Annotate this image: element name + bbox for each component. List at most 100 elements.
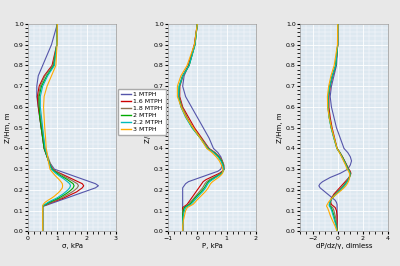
1 MTPH xyxy=(70,194,74,198)
2.2 MTPH xyxy=(180,230,185,233)
Line: 1.8 MTPH: 1.8 MTPH xyxy=(38,24,78,231)
3 MTPH xyxy=(40,219,45,223)
Legend: 1 MTPH, 1.6 MTPH, 1.8 MTPH, 2 MTPH, 2.2 MTPH, 3 MTPH: 1 MTPH, 1.6 MTPH, 1.8 MTPH, 2 MTPH, 2.2 … xyxy=(118,89,166,135)
1.8 MTPH xyxy=(46,155,50,158)
3 MTPH xyxy=(180,230,185,233)
1.6 MTPH xyxy=(328,199,333,202)
1.6 MTPH xyxy=(180,209,185,212)
2.2 MTPH xyxy=(190,201,195,204)
2 MTPH xyxy=(221,163,226,167)
1.6 MTPH xyxy=(67,176,72,179)
3 MTPH xyxy=(40,214,45,218)
2 MTPH xyxy=(202,186,207,189)
3 MTPH xyxy=(49,170,54,173)
1.6 MTPH xyxy=(332,136,337,140)
1.8 MTPH xyxy=(40,230,45,233)
3 MTPH xyxy=(347,178,352,181)
1 MTPH xyxy=(334,64,339,67)
1 MTPH xyxy=(328,95,332,98)
Line: 1.6 MTPH: 1.6 MTPH xyxy=(180,24,224,231)
1 MTPH xyxy=(323,190,328,194)
1 MTPH xyxy=(318,182,322,185)
1.6 MTPH xyxy=(40,219,45,223)
2.2 MTPH xyxy=(210,178,215,181)
2 MTPH xyxy=(328,205,332,208)
1 MTPH xyxy=(46,159,51,163)
1.6 MTPH xyxy=(40,214,45,218)
1.6 MTPH xyxy=(46,159,51,163)
2 MTPH xyxy=(198,190,203,194)
1.6 MTPH xyxy=(185,203,190,206)
1.6 MTPH xyxy=(326,95,331,98)
1.6 MTPH xyxy=(343,180,348,183)
1 MTPH xyxy=(348,163,353,167)
2 MTPH xyxy=(187,64,192,67)
2.2 MTPH xyxy=(181,214,186,218)
3 MTPH xyxy=(184,116,188,119)
1 MTPH xyxy=(338,172,343,175)
2 MTPH xyxy=(37,116,42,119)
1.8 MTPH xyxy=(330,74,335,77)
2.2 MTPH xyxy=(47,163,52,167)
1 MTPH xyxy=(40,214,45,218)
Line: 2.2 MTPH: 2.2 MTPH xyxy=(328,24,350,231)
1.8 MTPH xyxy=(72,188,77,192)
3 MTPH xyxy=(42,95,46,98)
2.2 MTPH xyxy=(333,64,338,67)
2 MTPH xyxy=(333,219,338,223)
2 MTPH xyxy=(56,197,61,200)
1.6 MTPH xyxy=(192,126,197,129)
3 MTPH xyxy=(325,203,330,206)
1 MTPH xyxy=(333,199,338,202)
2.2 MTPH xyxy=(211,151,216,154)
1.8 MTPH xyxy=(326,105,331,109)
1.6 MTPH xyxy=(342,159,347,163)
1.8 MTPH xyxy=(330,206,335,209)
2 MTPH xyxy=(327,85,332,88)
1.6 MTPH xyxy=(54,170,58,173)
3 MTPH xyxy=(46,159,51,163)
1.6 MTPH xyxy=(335,214,340,218)
1.6 MTPH xyxy=(195,22,200,26)
1.8 MTPH xyxy=(181,74,186,77)
3 MTPH xyxy=(192,201,197,204)
3 MTPH xyxy=(324,204,329,207)
1 MTPH xyxy=(70,174,74,177)
1 MTPH xyxy=(211,147,216,150)
1 MTPH xyxy=(218,155,223,158)
1.8 MTPH xyxy=(190,126,195,129)
Line: 1 MTPH: 1 MTPH xyxy=(319,24,352,231)
2 MTPH xyxy=(221,168,226,171)
1.6 MTPH xyxy=(71,178,76,181)
2 MTPH xyxy=(346,168,350,171)
3 MTPH xyxy=(220,168,225,171)
2.2 MTPH xyxy=(192,43,197,46)
Y-axis label: Z/Hm, m: Z/Hm, m xyxy=(5,113,11,143)
1.8 MTPH xyxy=(193,194,198,198)
1 MTPH xyxy=(46,203,51,206)
2 MTPH xyxy=(340,186,345,189)
1 MTPH xyxy=(345,168,350,171)
2 MTPH xyxy=(40,205,45,208)
3 MTPH xyxy=(49,197,54,200)
1 MTPH xyxy=(335,206,340,209)
1 MTPH xyxy=(182,74,186,77)
1.8 MTPH xyxy=(326,95,331,98)
3 MTPH xyxy=(54,64,58,67)
1.8 MTPH xyxy=(335,147,340,150)
3 MTPH xyxy=(332,136,336,140)
2 MTPH xyxy=(71,186,76,189)
1.6 MTPH xyxy=(334,64,338,67)
1.8 MTPH xyxy=(334,219,339,223)
2 MTPH xyxy=(184,205,188,208)
2.2 MTPH xyxy=(56,174,61,177)
3 MTPH xyxy=(345,182,350,185)
1.6 MTPH xyxy=(339,184,344,187)
2 MTPH xyxy=(343,182,348,185)
1 MTPH xyxy=(76,176,80,179)
2.2 MTPH xyxy=(183,116,188,119)
1 MTPH xyxy=(40,219,45,223)
2.2 MTPH xyxy=(327,201,332,204)
1 MTPH xyxy=(58,170,63,173)
1 MTPH xyxy=(342,147,346,150)
